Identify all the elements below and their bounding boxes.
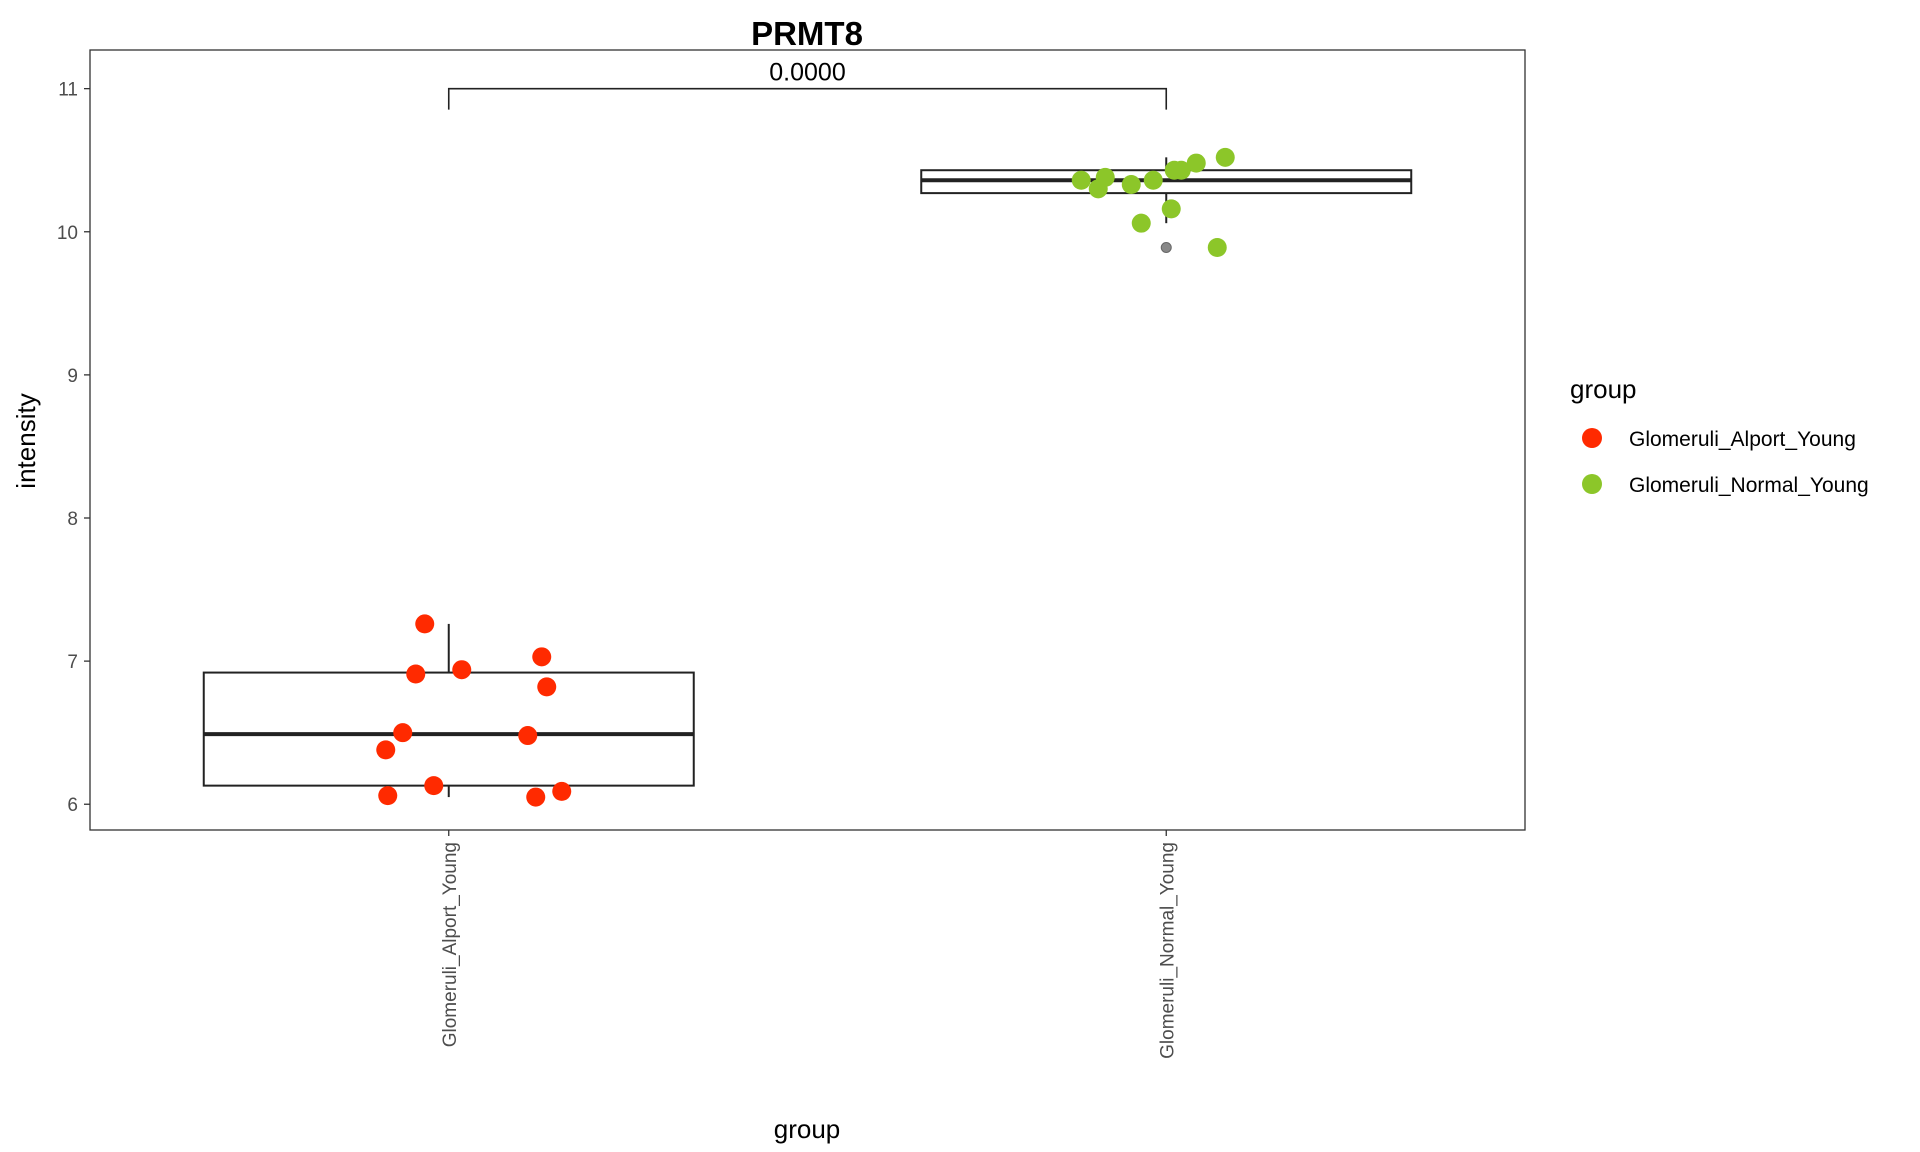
data-point bbox=[1171, 160, 1191, 180]
y-tick-label: 8 bbox=[67, 509, 78, 530]
data-point bbox=[1186, 153, 1206, 173]
y-tick-label: 11 bbox=[58, 80, 78, 101]
y-tick-label: 6 bbox=[67, 795, 78, 816]
legend-title: group bbox=[1570, 374, 1637, 404]
data-point bbox=[1207, 238, 1227, 258]
legend-label: Glomeruli_Normal_Young bbox=[1629, 474, 1869, 497]
box-1 bbox=[202, 623, 695, 798]
data-point bbox=[1143, 170, 1163, 190]
box-iqr bbox=[202, 671, 695, 787]
data-point bbox=[526, 787, 546, 807]
y-tick-label: 10 bbox=[57, 223, 78, 244]
data-point bbox=[393, 723, 413, 743]
y-tick-label: 9 bbox=[67, 366, 78, 387]
plot-panel: 0.0000 bbox=[89, 49, 1526, 831]
box-2 bbox=[920, 157, 1413, 254]
significance-bracket: 0.0000 bbox=[447, 59, 1168, 110]
data-point bbox=[1161, 199, 1181, 219]
data-point bbox=[415, 614, 435, 634]
y-tick-label: 7 bbox=[67, 652, 78, 673]
data-point bbox=[376, 740, 396, 760]
data-point bbox=[424, 776, 444, 796]
box-outlier bbox=[1160, 242, 1172, 254]
legend: group Glomeruli_Alport_Young Glomeruli_No… bbox=[1570, 374, 1869, 497]
data-point bbox=[552, 781, 572, 801]
data-point bbox=[1095, 167, 1115, 187]
legend-swatch bbox=[1582, 474, 1602, 494]
data-point bbox=[1215, 147, 1235, 167]
data-point bbox=[1121, 175, 1141, 195]
legend-item-2: Glomeruli_Normal_Young bbox=[1582, 474, 1869, 497]
p-value-label: 0.0000 bbox=[769, 59, 845, 87]
data-point bbox=[452, 660, 472, 680]
x-axis: Glomeruli_Alport_Young Glomeruli_Normal_Y… bbox=[440, 830, 1178, 1059]
x-tick-label: Glomeruli_Normal_Young bbox=[1157, 842, 1178, 1059]
data-point bbox=[518, 726, 538, 746]
data-point bbox=[1071, 170, 1091, 190]
y-axis-title: intensity bbox=[11, 393, 41, 488]
data-point bbox=[537, 677, 557, 697]
legend-swatch bbox=[1582, 428, 1602, 448]
data-point bbox=[1131, 213, 1151, 233]
x-tick-label: Glomeruli_Alport_Young bbox=[440, 842, 461, 1047]
points-series-1 bbox=[376, 614, 572, 807]
panel-border bbox=[89, 49, 1526, 831]
data-point bbox=[378, 786, 398, 806]
legend-item-1: Glomeruli_Alport_Young bbox=[1582, 428, 1856, 451]
legend-label: Glomeruli_Alport_Young bbox=[1629, 428, 1856, 451]
points-series-2 bbox=[1071, 147, 1235, 258]
bracket-line bbox=[447, 87, 1168, 110]
y-axis: 6 7 8 9 10 11 bbox=[57, 80, 90, 816]
data-point bbox=[406, 664, 426, 684]
x-axis-title: group bbox=[774, 1114, 841, 1144]
data-point bbox=[532, 647, 552, 667]
chart-title: PRMT8 bbox=[751, 15, 863, 52]
